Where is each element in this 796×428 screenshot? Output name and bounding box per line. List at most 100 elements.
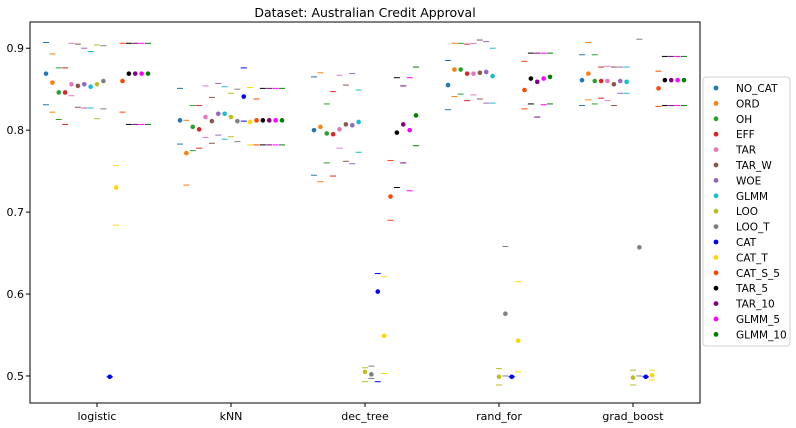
data-point [235, 118, 240, 124]
data-point [656, 86, 661, 91]
legend-label: LOO_T [736, 222, 770, 234]
data-point [483, 69, 489, 75]
data-point [107, 374, 113, 380]
legend-marker [713, 147, 719, 153]
data-point [381, 333, 387, 339]
data-point [452, 67, 457, 72]
x-tick-label: grad_boost [602, 410, 664, 423]
legend-marker [713, 85, 719, 91]
data-point [190, 124, 196, 130]
data-point [113, 185, 119, 190]
data-point [318, 124, 323, 130]
data-point [362, 369, 368, 375]
data-point [330, 131, 336, 137]
data-point [369, 372, 374, 377]
chart-marks [43, 38, 687, 386]
legend-marker [713, 332, 719, 337]
data-point [139, 71, 144, 76]
data-point [132, 71, 138, 76]
data-point [177, 118, 183, 123]
legend-marker [713, 208, 719, 214]
data-point [375, 289, 381, 294]
data-point [241, 94, 247, 99]
data-point [222, 111, 227, 117]
legend-frame [702, 76, 791, 347]
data-point [617, 78, 623, 84]
data-point [75, 83, 81, 89]
legend-label: TAR [735, 145, 756, 157]
data-point [101, 78, 106, 84]
y-tick-label: 0.7 [7, 206, 25, 219]
data-point [349, 122, 355, 128]
data-point [62, 90, 68, 95]
data-point [413, 113, 419, 118]
data-point [681, 77, 687, 83]
data-point [586, 71, 591, 76]
data-point [209, 118, 215, 124]
legend-label: EFF [736, 129, 755, 141]
legend-label: GLMM_10 [736, 329, 787, 341]
legend-label: GLMM [736, 191, 768, 203]
data-point [630, 375, 636, 380]
legend-marker [713, 239, 719, 245]
legend-label: NO_CAT [736, 83, 778, 95]
data-point [247, 119, 253, 125]
data-point [81, 81, 87, 87]
data-point [643, 374, 649, 380]
legend-marker [713, 101, 719, 106]
data-point [490, 73, 495, 79]
data-point [675, 77, 680, 83]
data-point [88, 84, 93, 90]
legend-marker [713, 285, 719, 291]
legend-marker [713, 270, 719, 276]
legend-label: TAR_5 [735, 283, 768, 295]
data-point [266, 118, 272, 123]
data-point [464, 71, 470, 76]
data-point [254, 118, 259, 123]
legend-label: CAT_T [736, 252, 768, 264]
legend-marker [713, 162, 719, 168]
plot-background [30, 22, 700, 403]
data-point [215, 111, 221, 117]
data-point [515, 338, 521, 344]
data-point [279, 118, 285, 123]
legend-label: CAT [736, 237, 757, 249]
legend-marker [713, 193, 719, 199]
legend-label: LOO [736, 206, 758, 218]
x-tick-label: rand_for [476, 410, 522, 423]
data-point [43, 71, 49, 76]
x-tick-label: logistic [78, 410, 117, 423]
x-tick-label: dec_tree [341, 410, 389, 423]
data-point [343, 122, 349, 127]
data-point [547, 74, 553, 80]
legend-label: ORD [736, 98, 760, 110]
data-point [407, 127, 412, 133]
legend-marker [713, 131, 719, 137]
legend-marker [713, 116, 719, 122]
data-point [458, 67, 464, 72]
legend-label: GLMM_5 [736, 314, 780, 326]
data-point [509, 374, 515, 380]
x-axis: logistic kNN dec_tree rand_for grad_boost [78, 403, 664, 423]
data-point [337, 127, 342, 132]
y-tick-label: 0.8 [7, 124, 25, 137]
data-point [496, 374, 502, 380]
data-point [598, 78, 604, 84]
data-point [145, 71, 151, 76]
data-point [471, 71, 476, 76]
legend-marker [713, 301, 719, 306]
y-tick-label: 0.5 [7, 370, 25, 383]
data-point [56, 90, 62, 95]
data-point [592, 78, 598, 84]
x-tick-label: kNN [220, 410, 243, 423]
data-point [311, 127, 317, 133]
data-point [611, 81, 617, 87]
legend-marker [713, 178, 719, 183]
data-point [534, 79, 540, 85]
data-point [668, 77, 674, 83]
legend-label: TAR_10 [735, 299, 775, 311]
data-point [541, 76, 546, 81]
data-point [120, 78, 125, 84]
data-point [649, 372, 655, 378]
